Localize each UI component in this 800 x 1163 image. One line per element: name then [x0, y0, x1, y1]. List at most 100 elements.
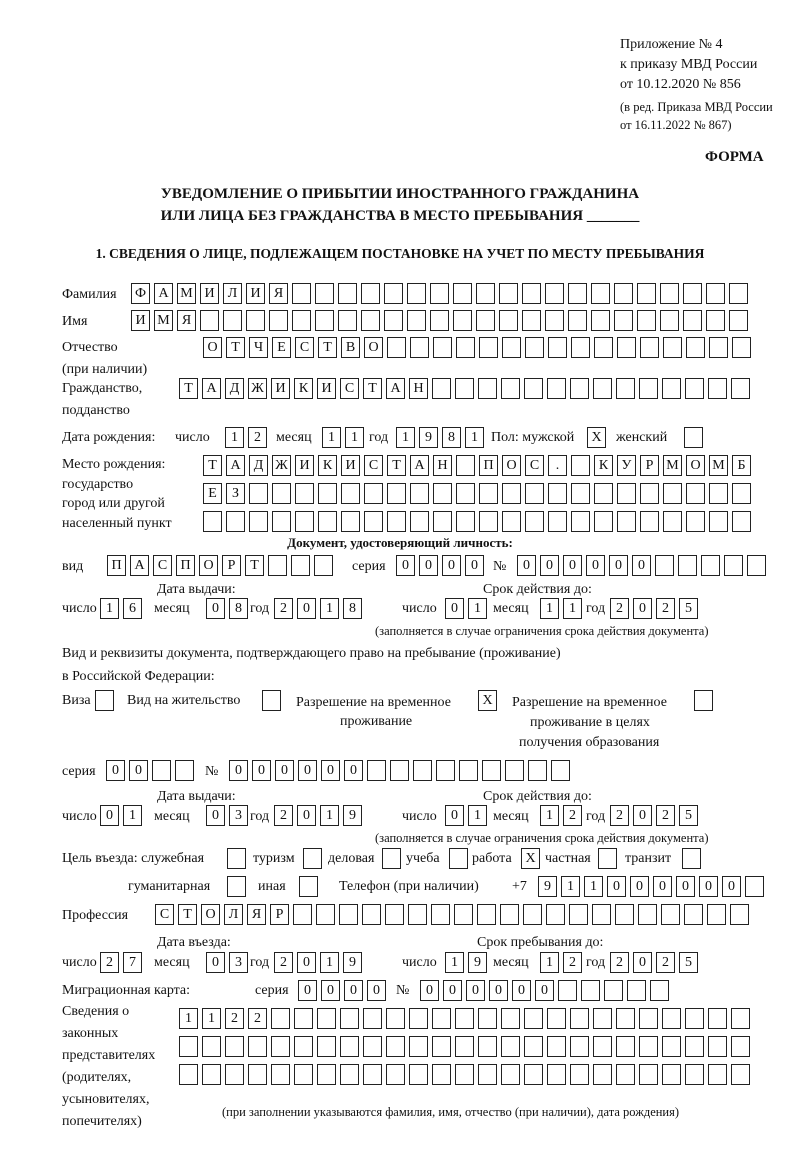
- char-cell[interactable]: [387, 337, 406, 358]
- char-cell[interactable]: [456, 455, 475, 476]
- checkbox-cell[interactable]: X: [587, 427, 606, 448]
- char-cell[interactable]: [708, 1008, 727, 1029]
- char-cell[interactable]: 0: [344, 980, 363, 1001]
- char-cell[interactable]: [430, 283, 449, 304]
- char-cell[interactable]: [663, 483, 682, 504]
- char-cell[interactable]: [249, 483, 268, 504]
- char-cell[interactable]: [248, 1064, 267, 1085]
- char-cell[interactable]: [639, 1064, 658, 1085]
- char-cell[interactable]: [317, 1036, 336, 1057]
- char-cell[interactable]: 0: [676, 876, 695, 897]
- char-cell[interactable]: [384, 283, 403, 304]
- char-cell[interactable]: [639, 378, 658, 399]
- purpose-tourism-checkbox[interactable]: [303, 848, 326, 869]
- char-cell[interactable]: [175, 760, 194, 781]
- char-cell[interactable]: 0: [517, 555, 536, 576]
- char-cell[interactable]: 8: [229, 598, 248, 619]
- char-cell[interactable]: [384, 310, 403, 331]
- char-cell[interactable]: [387, 483, 406, 504]
- checkbox-cell[interactable]: [382, 848, 401, 869]
- char-cell[interactable]: Я: [177, 310, 196, 331]
- char-cell[interactable]: [663, 337, 682, 358]
- char-cell[interactable]: [548, 511, 567, 532]
- char-cell[interactable]: [339, 904, 358, 925]
- char-cell[interactable]: О: [686, 455, 705, 476]
- char-cell[interactable]: И: [271, 378, 290, 399]
- char-cell[interactable]: Н: [433, 455, 452, 476]
- reps-field-2[interactable]: [179, 1036, 754, 1057]
- char-cell[interactable]: [655, 555, 674, 576]
- char-cell[interactable]: [501, 1064, 520, 1085]
- char-cell[interactable]: [455, 1064, 474, 1085]
- char-cell[interactable]: [594, 337, 613, 358]
- checkbox-cell[interactable]: [694, 690, 713, 711]
- char-cell[interactable]: [640, 483, 659, 504]
- checkbox-cell[interactable]: [95, 690, 114, 711]
- char-cell[interactable]: Т: [203, 455, 222, 476]
- checkbox-cell[interactable]: [299, 876, 318, 897]
- char-cell[interactable]: [571, 337, 590, 358]
- char-cell[interactable]: 0: [297, 952, 316, 973]
- char-cell[interactable]: [729, 283, 748, 304]
- char-cell[interactable]: 1: [468, 805, 487, 826]
- char-cell[interactable]: [385, 904, 404, 925]
- char-cell[interactable]: И: [131, 310, 150, 331]
- char-cell[interactable]: [593, 378, 612, 399]
- purpose-private-checkbox[interactable]: [598, 848, 621, 869]
- char-cell[interactable]: 0: [275, 760, 294, 781]
- char-cell[interactable]: 0: [540, 555, 559, 576]
- char-cell[interactable]: 2: [274, 805, 293, 826]
- char-cell[interactable]: [724, 555, 743, 576]
- char-cell[interactable]: .: [548, 455, 567, 476]
- checkbox-cell[interactable]: [684, 427, 703, 448]
- char-cell[interactable]: С: [155, 904, 174, 925]
- char-cell[interactable]: [478, 1008, 497, 1029]
- char-cell[interactable]: [408, 904, 427, 925]
- char-cell[interactable]: 0: [466, 980, 485, 1001]
- char-cell[interactable]: [316, 904, 335, 925]
- char-cell[interactable]: [430, 310, 449, 331]
- char-cell[interactable]: [361, 310, 380, 331]
- char-cell[interactable]: [570, 1008, 589, 1029]
- char-cell[interactable]: [364, 511, 383, 532]
- char-cell[interactable]: [640, 511, 659, 532]
- purpose-official-checkbox[interactable]: [227, 848, 250, 869]
- char-cell[interactable]: [701, 555, 720, 576]
- char-cell[interactable]: [571, 483, 590, 504]
- char-cell[interactable]: [179, 1064, 198, 1085]
- checkbox-cell[interactable]: [598, 848, 617, 869]
- char-cell[interactable]: [318, 511, 337, 532]
- char-cell[interactable]: М: [177, 283, 196, 304]
- char-cell[interactable]: [627, 980, 646, 1001]
- char-cell[interactable]: [456, 483, 475, 504]
- char-cell[interactable]: У: [617, 455, 636, 476]
- char-cell[interactable]: 1: [202, 1008, 221, 1029]
- char-cell[interactable]: [709, 511, 728, 532]
- char-cell[interactable]: [547, 1008, 566, 1029]
- char-cell[interactable]: 0: [445, 598, 464, 619]
- char-cell[interactable]: [363, 1008, 382, 1029]
- char-cell[interactable]: М: [709, 455, 728, 476]
- char-cell[interactable]: О: [201, 904, 220, 925]
- char-cell[interactable]: [315, 283, 334, 304]
- char-cell[interactable]: [479, 337, 498, 358]
- char-cell[interactable]: [225, 1064, 244, 1085]
- char-cell[interactable]: [662, 378, 681, 399]
- char-cell[interactable]: [294, 1064, 313, 1085]
- char-cell[interactable]: [338, 283, 357, 304]
- purpose-work-checkbox[interactable]: X: [521, 848, 544, 869]
- char-cell[interactable]: Е: [203, 483, 222, 504]
- char-cell[interactable]: [547, 378, 566, 399]
- char-cell[interactable]: [685, 1036, 704, 1057]
- char-cell[interactable]: [246, 310, 265, 331]
- char-cell[interactable]: [295, 511, 314, 532]
- char-cell[interactable]: 0: [535, 980, 554, 1001]
- char-cell[interactable]: С: [153, 555, 172, 576]
- char-cell[interactable]: [678, 555, 697, 576]
